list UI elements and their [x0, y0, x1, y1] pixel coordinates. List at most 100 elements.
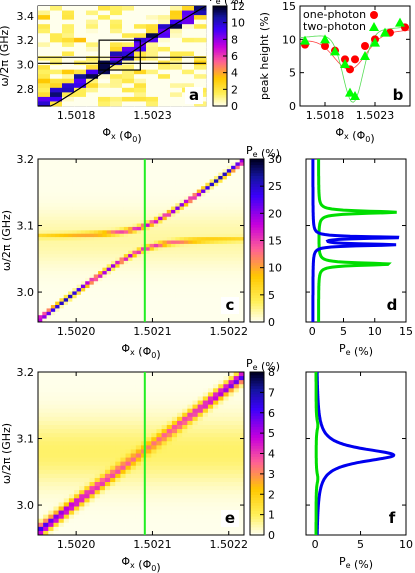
heatmap-cell: [166, 250, 172, 255]
heatmap-cell: [192, 416, 199, 422]
heatmap-cell: [76, 233, 82, 238]
heatmap-cell: [192, 494, 199, 499]
heatmap-cell: [74, 514, 80, 520]
heatmap-cell: [53, 420, 59, 426]
heatmap-cell: [166, 518, 173, 524]
x-axis-label: Φx (Φ0): [121, 342, 160, 361]
heatmap-cell: [76, 281, 82, 286]
heatmap-cell: [80, 318, 86, 323]
heatmap-cell: [115, 429, 121, 434]
heatmap-cell: [89, 277, 95, 282]
heatmap-cell: [218, 437, 224, 442]
heatmap-cell: [62, 6, 75, 11]
heatmap-cell: [132, 288, 138, 292]
heatmap-cell: [110, 522, 116, 528]
heatmap-cell: [175, 308, 181, 313]
heatmap-cell: [196, 277, 202, 282]
heatmap-cell: [222, 250, 228, 255]
heatmap-cell: [149, 311, 155, 316]
heatmap-cell: [55, 162, 60, 167]
heatmap-cell: [171, 392, 178, 397]
heatmap-cell: [72, 179, 78, 184]
heatmap-cell: [122, 28, 135, 34]
heatmap-cell: [104, 424, 111, 430]
heatmap-cell: [136, 271, 142, 275]
heatmap-cell: [89, 530, 96, 536]
heatmap-cell: [63, 388, 70, 393]
heatmap-cell: [123, 271, 129, 275]
heatmap-cell: [43, 416, 49, 422]
heatmap-cell: [202, 494, 209, 499]
heatmap-cell: [110, 376, 116, 381]
heatmap-cell: [104, 433, 111, 438]
heatmap-cell: [151, 404, 157, 410]
heatmap-cell: [209, 179, 215, 184]
heatmap-cell: [98, 226, 103, 231]
x-tick-label: 1.5021: [133, 538, 172, 551]
heatmap-cell: [42, 277, 47, 282]
heatmap-cell: [86, 96, 99, 102]
heatmap-cell: [46, 199, 52, 204]
heatmap-cell: [59, 240, 65, 245]
heatmap-cell: [86, 15, 99, 21]
heatmap-cell: [43, 437, 49, 442]
heatmap-cell: [104, 392, 111, 397]
heatmap-cell: [197, 384, 204, 389]
heatmap-cell: [192, 404, 199, 410]
heatmap-cell: [238, 457, 245, 463]
heatmap-cell: [146, 420, 152, 426]
heatmap-cell: [166, 437, 173, 442]
heatmap-cell: [72, 192, 78, 197]
heatmap-cell: [132, 250, 138, 255]
heatmap-cell: [46, 281, 52, 286]
heatmap-cell: [222, 271, 228, 275]
heatmap-cell: [233, 465, 240, 471]
heatmap-cell: [182, 51, 195, 57]
heatmap-cell: [166, 305, 172, 309]
heatmap-cell: [207, 473, 214, 479]
heatmap-cell: [231, 250, 236, 255]
colorbar-segment: [213, 64, 227, 67]
heatmap-cell: [89, 482, 96, 487]
heatmap-cell: [197, 429, 204, 434]
colorbar-segment: [213, 6, 227, 9]
heatmap-cell: [218, 424, 224, 430]
heatmap-cell: [228, 429, 235, 434]
heatmap-cell: [222, 318, 228, 323]
heatmap-cell: [218, 277, 223, 282]
heatmap-cell: [48, 380, 54, 385]
heatmap-cell: [183, 271, 189, 275]
heatmap-cell: [50, 87, 63, 93]
heatmap-cell: [74, 404, 80, 410]
heatmap-cell: [38, 92, 51, 98]
x-tick-label: 1.5020: [57, 325, 96, 338]
heatmap-cell: [182, 400, 188, 405]
heatmap-cell: [171, 196, 176, 201]
heatmap-cell: [130, 473, 137, 479]
heatmap-cell: [209, 301, 215, 306]
heatmap-cell: [141, 498, 147, 503]
heatmap-cell: [68, 213, 73, 218]
heatmap-cell: [205, 281, 211, 286]
heatmap-cell: [132, 230, 138, 235]
heatmap-cell: [218, 506, 224, 511]
heatmap-cell: [132, 264, 138, 269]
heatmap-cell: [115, 199, 120, 204]
colorbar-segment: [250, 412, 264, 417]
heatmap-cell: [177, 376, 183, 381]
heatmap-cell: [50, 240, 56, 245]
heatmap-cell: [235, 230, 241, 235]
heatmap-cell: [158, 260, 163, 265]
heatmap-cell: [213, 510, 219, 516]
heatmap-cell: [132, 301, 138, 306]
heatmap-cell: [233, 453, 240, 458]
heatmap-cell: [223, 453, 229, 458]
heatmap-cell: [177, 384, 183, 389]
heatmap-cell: [59, 223, 65, 228]
heatmap-cell: [42, 288, 47, 292]
heatmap-cell: [38, 494, 44, 499]
heatmap-cell: [235, 271, 241, 275]
heatmap-cell: [136, 254, 142, 258]
heatmap-cell: [188, 172, 193, 177]
heatmap-cell: [231, 186, 236, 190]
